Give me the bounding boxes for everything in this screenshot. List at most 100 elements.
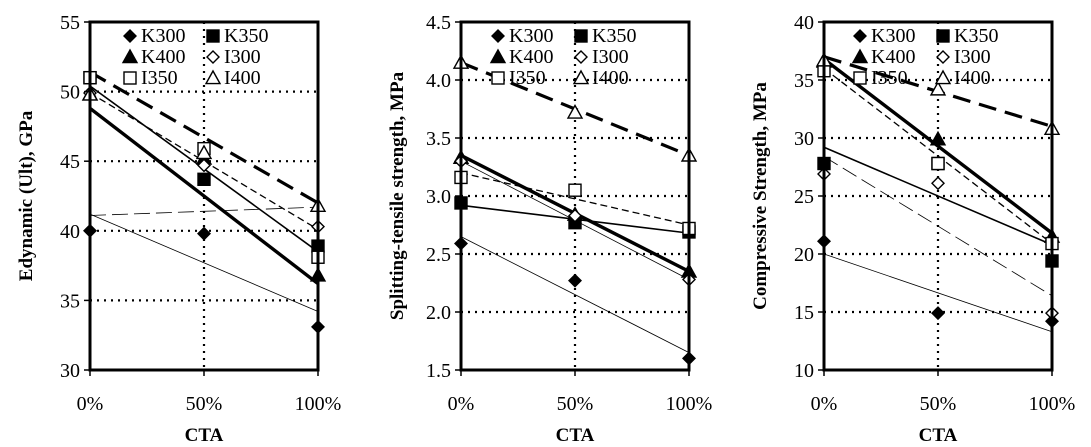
legend-label-k400: K400	[509, 46, 553, 68]
x-axis-title: CTA	[185, 425, 224, 446]
legend-label-k300: K300	[871, 25, 915, 47]
y-axis-title: Splitting-tensile strength, MPa	[387, 71, 408, 320]
legend-label-k350: K350	[592, 25, 636, 47]
point-i300	[931, 176, 945, 191]
chart-panel-2: 1.5 2.0 2.5 3.0 3.5 4.0 4.5 0% 50% 100% CTA Splitti…	[387, 12, 712, 446]
y-tick-label: 20	[794, 244, 814, 266]
point-i300	[197, 158, 211, 173]
legend-marker-k350	[206, 29, 220, 43]
legend-label-i300: I300	[224, 46, 261, 68]
point-i300	[568, 208, 582, 223]
point-k350	[197, 172, 211, 186]
trendline-k300	[460, 236, 690, 353]
y-tick-label: 3.0	[426, 186, 451, 208]
y-axis-title: Edynamic (Ult), GPa	[16, 110, 37, 281]
legend-marker-i400	[572, 69, 590, 85]
x-tick-label: 0%	[448, 393, 475, 415]
legend-label-i350: I350	[141, 67, 178, 89]
legend-marker-k350	[936, 29, 950, 43]
legend-marker-i350	[491, 71, 505, 85]
point-i400	[929, 80, 947, 96]
legend-marker-i300	[574, 50, 588, 64]
legend: K300 K350 K400 I300 I350 I400	[121, 25, 268, 89]
y-tick-label: 10	[794, 360, 814, 382]
y-tick-label: 1.5	[426, 360, 451, 382]
legend-label-k300: K300	[509, 25, 553, 47]
point-i400	[195, 144, 213, 160]
point-k300	[197, 226, 211, 241]
y-tick-label: 4.5	[426, 12, 451, 34]
y-tick-label: 30	[794, 128, 814, 150]
legend-label-i300: I300	[592, 46, 629, 68]
x-tick-label: 50%	[920, 393, 957, 415]
x-axis-title: CTA	[556, 425, 595, 446]
trendline-k300	[89, 213, 319, 312]
x-tick-label: 0%	[811, 393, 838, 415]
point-k300	[568, 273, 582, 288]
y-tick-label: 55	[60, 12, 80, 34]
x-tick-label: 0%	[77, 393, 104, 415]
y-tick-label: 2.5	[426, 244, 451, 266]
x-tick-label: 100%	[1029, 393, 1076, 415]
chart-panel-1: 30 35 40 45 50 55 0% 50% 100% CTA Edynamic (Ult), …	[16, 12, 341, 446]
legend-marker-k350	[574, 29, 588, 43]
y-tick-label: 50	[60, 82, 80, 104]
legend-label-i350: I350	[871, 67, 908, 89]
x-tick-label: 50%	[557, 393, 594, 415]
legend-label-i300: I300	[954, 46, 991, 68]
legend-marker-i300	[936, 50, 950, 64]
trendline-i350	[460, 172, 690, 226]
y-tick-label: 35	[60, 290, 80, 312]
trendline-k300	[823, 253, 1053, 333]
legend-label-i400: I400	[592, 67, 629, 89]
legend-marker-i300	[206, 50, 220, 64]
legend-marker-k300	[853, 29, 867, 43]
point-k300	[931, 306, 945, 321]
trendline-i400	[89, 70, 319, 205]
trendline-k350	[823, 146, 1053, 246]
point-i400	[566, 104, 584, 119]
trendline-k400	[822, 57, 1054, 235]
y-tick-label: 4.0	[426, 70, 451, 92]
legend-marker-k400	[851, 48, 869, 64]
legend-label-k300: K300	[141, 25, 185, 47]
y-tick-label: 40	[794, 12, 814, 34]
y-tick-label: 25	[794, 186, 814, 208]
legend-marker-k400	[489, 48, 507, 64]
legend-marker-k300	[491, 29, 505, 43]
y-tick-label: 40	[60, 221, 80, 243]
x-tick-label: 100%	[295, 393, 342, 415]
chart-panel-3: 10 15 20 25 30 35 40 0% 50% 100% CTA Compressive St…	[750, 12, 1075, 446]
y-tick-label: 30	[60, 360, 80, 382]
y-tick-label: 2.0	[426, 302, 451, 324]
y-axis-title: Compressive Strength, MPa	[750, 82, 771, 310]
legend-label-i400: I400	[224, 67, 261, 89]
legend-marker-k400	[121, 48, 139, 64]
trendline-i350	[89, 206, 319, 216]
y-tick-label: 35	[794, 70, 814, 92]
legend-label-k400: K400	[141, 46, 185, 68]
legend-label-k350: K350	[954, 25, 998, 47]
x-tick-label: 50%	[186, 393, 223, 415]
trendline-k400	[88, 106, 320, 286]
legend-label-k400: K400	[871, 46, 915, 68]
legend-marker-k300	[123, 29, 137, 43]
legend-marker-i350	[123, 71, 137, 85]
legend: K300 K350 K400 I300 I350 I400	[489, 25, 636, 89]
y-tick-label: 15	[794, 302, 814, 324]
trendline-i300	[823, 156, 1053, 297]
point-i350	[931, 156, 945, 171]
trendline-i350	[823, 67, 1053, 245]
legend: K300 K350 K400 I300 I350 I400	[851, 25, 998, 89]
y-tick-label: 3.5	[426, 128, 451, 150]
legend-label-i350: I350	[509, 67, 546, 89]
point-i350	[568, 183, 582, 197]
x-tick-label: 100%	[666, 393, 713, 415]
legend-marker-i350	[853, 71, 867, 85]
x-axis-title: CTA	[919, 425, 958, 446]
y-tick-label: 45	[60, 151, 80, 173]
legend-marker-i400	[204, 69, 222, 85]
legend-marker-i400	[934, 69, 952, 85]
legend-label-i400: I400	[954, 67, 991, 89]
